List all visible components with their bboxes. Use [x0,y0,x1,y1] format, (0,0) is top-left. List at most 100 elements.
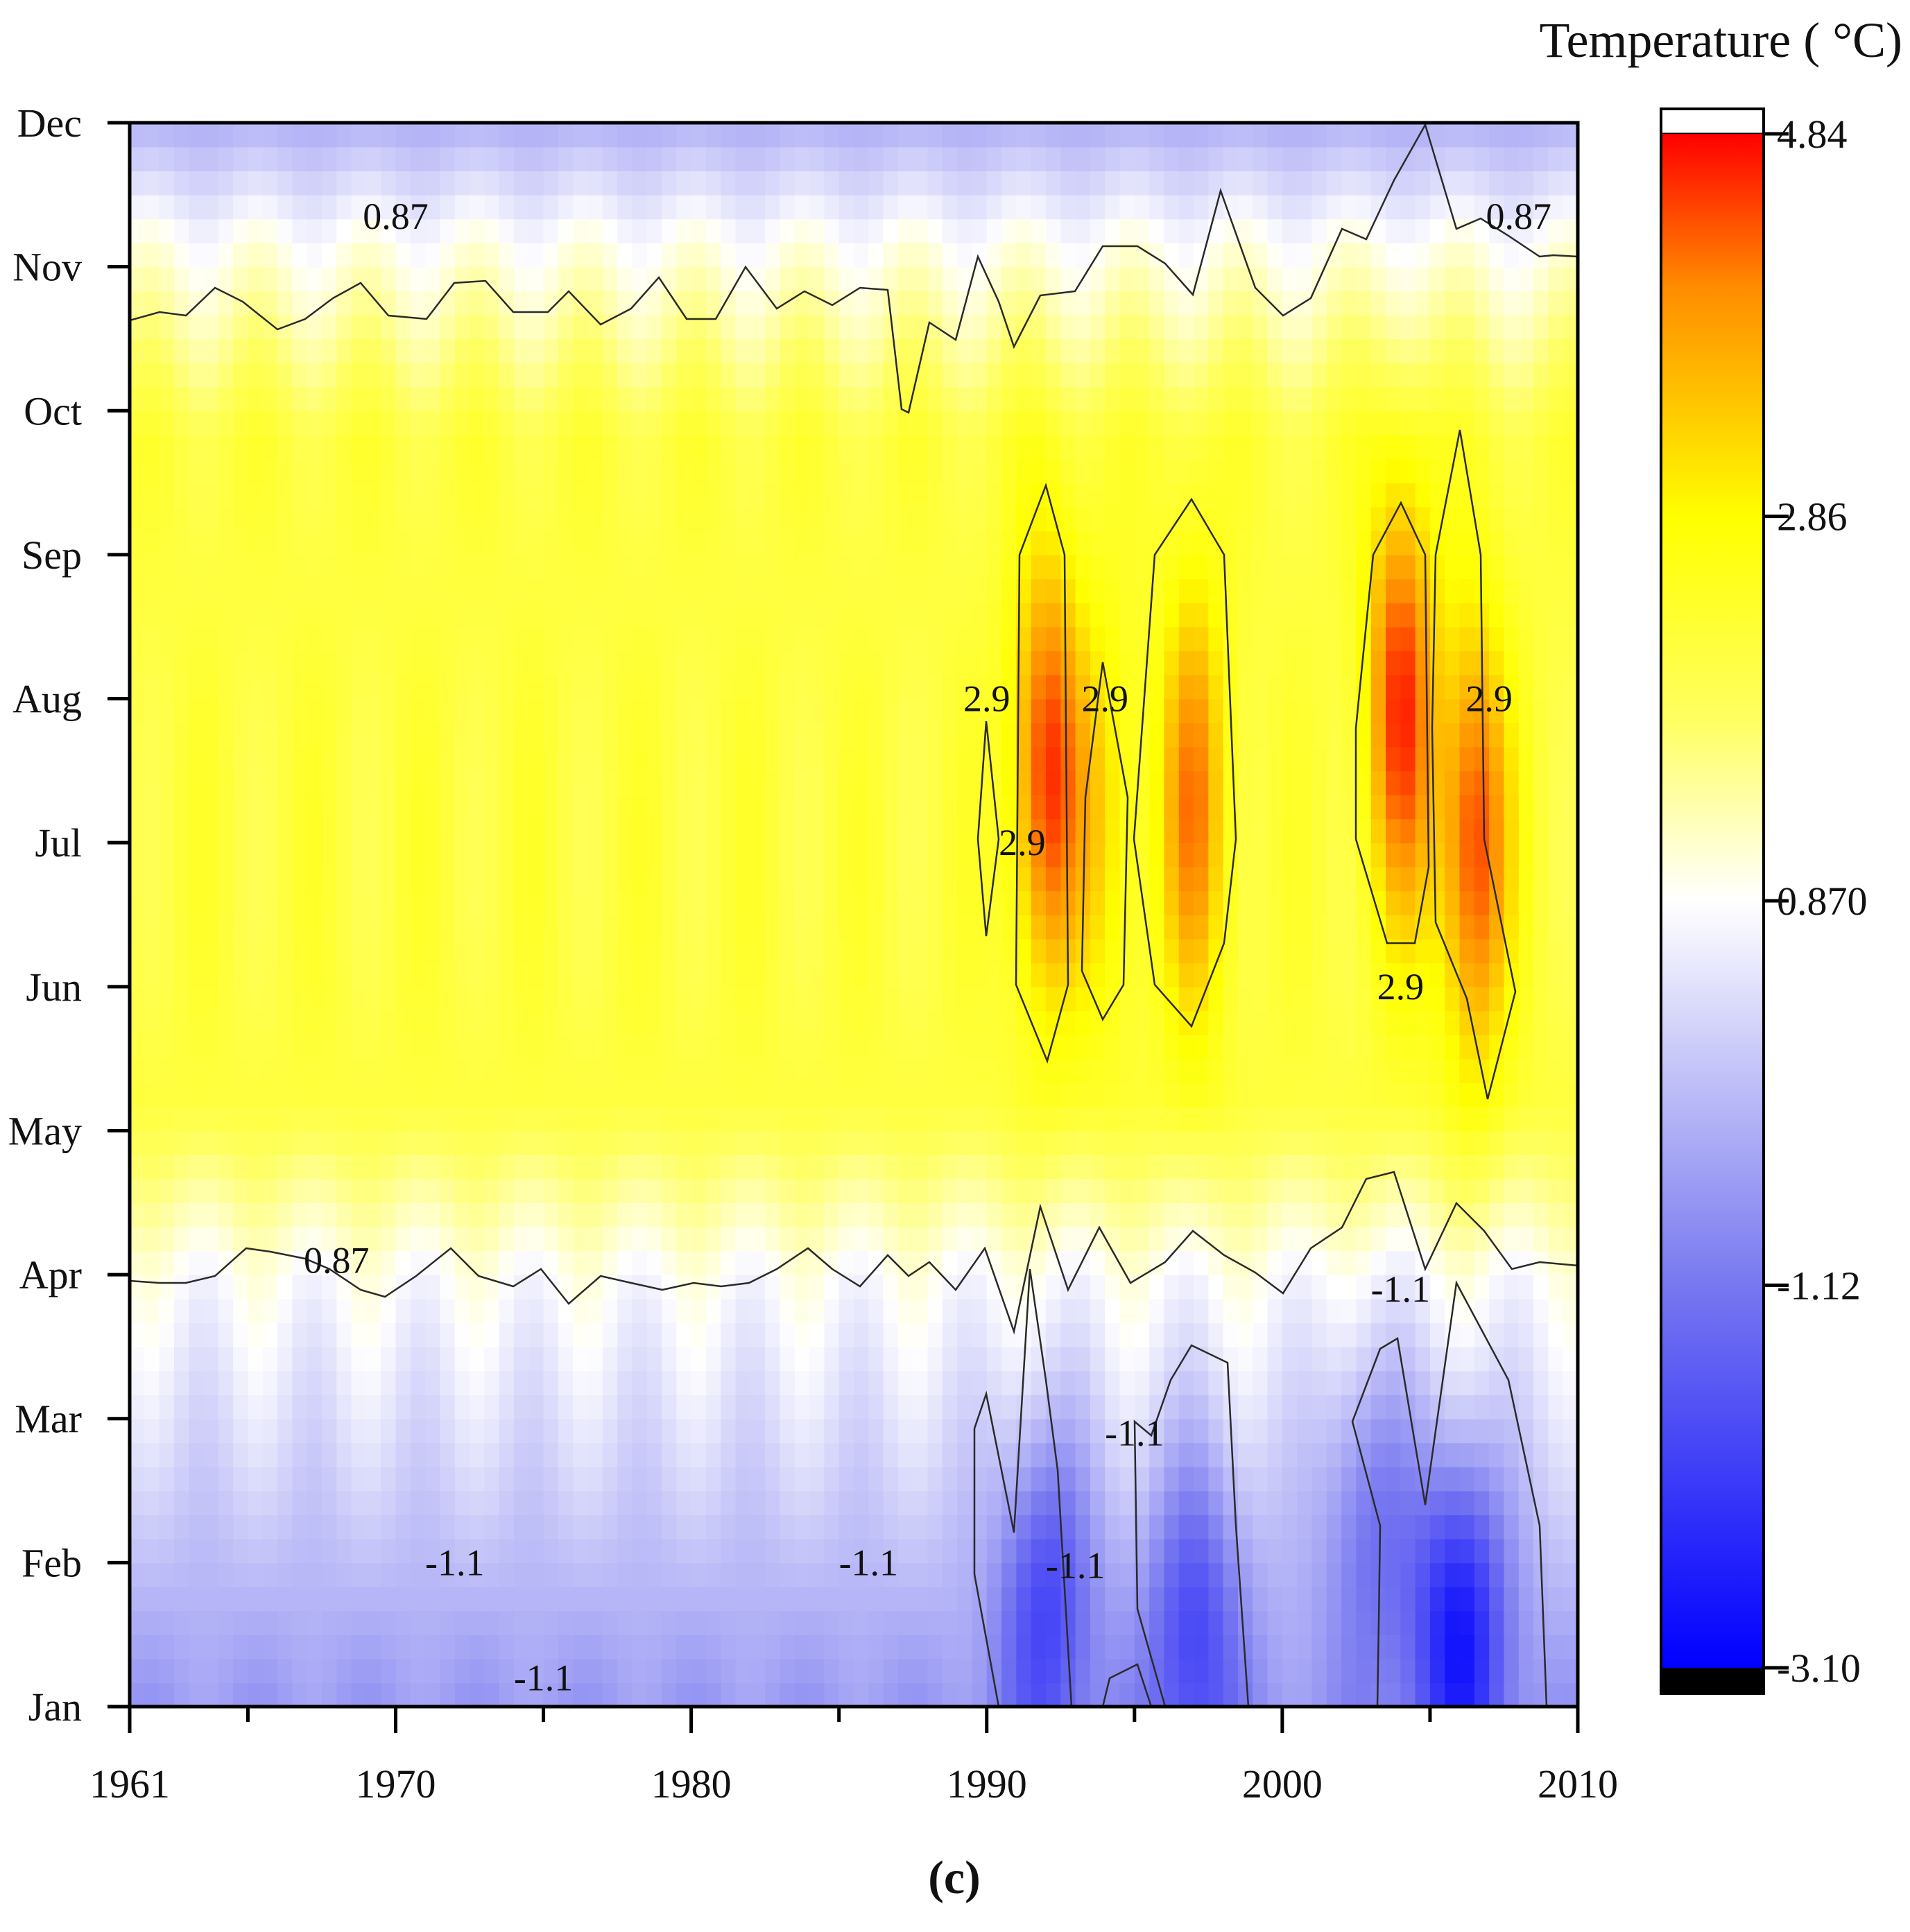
heat-cell [336,1562,352,1587]
heat-cell [395,915,411,940]
heat-cell [1090,915,1106,940]
heat-cell [705,1586,722,1612]
heat-cell [587,1035,603,1060]
heat-cell [1090,1395,1106,1420]
heat-cell [691,1466,707,1492]
heat-cell [1134,146,1150,172]
heat-cell [602,1346,618,1372]
heat-cell [336,218,352,243]
heat-cell [573,1586,589,1612]
heat-cell [676,1490,692,1515]
heat-cell [395,386,411,412]
heat-cell [587,818,603,843]
heat-cell [381,1418,397,1444]
heat-cell [617,386,633,412]
heat-cell [676,866,692,892]
heat-cell [410,1442,426,1467]
heat-cell [913,194,929,220]
heat-cell [972,603,988,628]
heat-cell [1208,1275,1224,1300]
heat-cell [632,123,648,148]
heat-cell [218,770,234,795]
heat-cell [454,1275,470,1300]
heat-cell [410,123,426,148]
heat-cell [1119,626,1135,652]
heat-cell [1208,1202,1224,1227]
heat-cell [780,1106,795,1132]
heat-cell [499,938,515,964]
heat-cell [691,386,707,412]
heat-cell [528,1010,544,1035]
heat-cell [292,1562,308,1587]
heat-cell [972,554,988,580]
heat-cell [602,1418,618,1444]
heat-cell [1194,1658,1210,1684]
heat-cell [676,1035,692,1060]
heat-cell [189,218,205,243]
heat-cell [470,1658,485,1684]
heat-cell [1119,1106,1135,1132]
heat-cell [292,866,308,892]
heat-cell [248,1250,264,1275]
heat-cell [573,746,589,772]
heat-cell [410,291,426,316]
heat-cell [130,531,146,555]
heat-cell [130,506,146,532]
heat-cell [233,1155,249,1180]
heat-cell [705,1515,722,1539]
heat-cell [602,650,618,675]
heat-cell [499,794,515,820]
heat-cell [765,1586,781,1612]
heat-cell [543,506,559,532]
heat-cell [1194,291,1210,316]
heat-cell [913,1490,929,1515]
heat-cell [1223,1610,1239,1635]
heat-cell [854,1538,870,1564]
heat-cell [218,266,234,292]
heat-cell [794,674,810,700]
heat-cell [173,1155,190,1180]
heat-cell [721,915,737,940]
heat-cell [189,915,205,940]
heat-cell [809,818,825,843]
heat-cell [262,963,278,987]
heat-cell [454,986,470,1012]
heat-cell [986,314,1002,340]
heat-cell [262,243,278,268]
heat-cell [1178,986,1194,1012]
heat-cell [130,338,146,363]
heat-cell [838,1083,854,1107]
heat-cell [1045,554,1062,580]
heat-cell [528,915,544,940]
heat-cell [676,1682,692,1707]
heat-cell [543,1130,559,1155]
heat-cell [1223,291,1239,316]
heat-cell [1178,194,1194,220]
heat-cell [395,986,411,1012]
heat-cell [854,1226,870,1252]
heat-cell [189,171,205,196]
heat-cell [307,243,322,268]
heat-cell [189,746,205,772]
heat-cell [1119,411,1135,435]
heat-cell [159,1178,175,1204]
heat-cell [662,243,678,268]
heat-cell [617,1298,633,1324]
heat-cell [632,1395,648,1420]
heat-cell [942,818,958,843]
heat-cell [1060,866,1076,892]
heat-cell [292,938,308,964]
heat-cell [897,890,914,915]
heat-cell [721,674,737,700]
heat-cell [632,1178,648,1204]
heat-cell [321,1106,338,1132]
heat-cell [809,963,825,987]
heat-cell [824,698,840,723]
heat-cell [1194,1635,1210,1659]
heat-cell [676,314,692,340]
heat-cell [705,458,722,483]
heat-cell [1016,1490,1032,1515]
heat-cell [440,1586,456,1612]
heat-cell [1031,1538,1047,1564]
heat-cell [602,723,618,748]
